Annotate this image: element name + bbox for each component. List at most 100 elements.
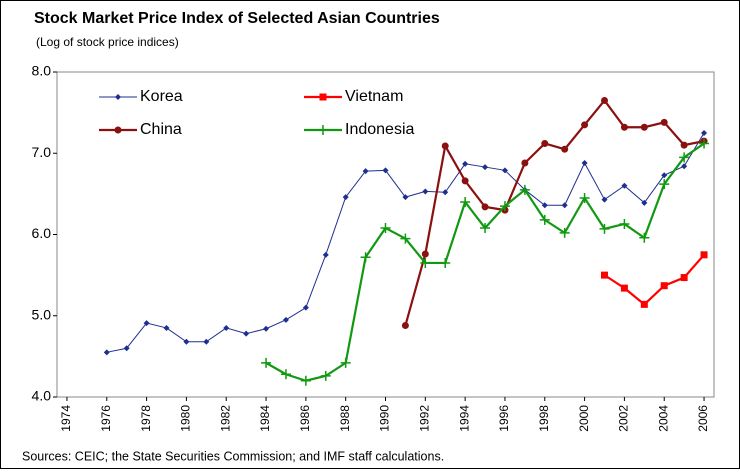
x-tick-label: 2000 — [577, 405, 591, 432]
marker — [382, 167, 389, 174]
x-tick-label: 2002 — [617, 405, 631, 432]
marker — [699, 138, 710, 149]
x-tick-label: 2004 — [656, 405, 670, 432]
x-tick-label: 1986 — [298, 405, 312, 432]
legend-marker — [319, 93, 327, 101]
legend-marker — [114, 126, 122, 134]
marker — [601, 196, 608, 203]
marker — [461, 177, 469, 185]
y-tick-label: 7.0 — [32, 144, 52, 160]
chart-subtitle: (Log of stock price indices) — [36, 35, 179, 49]
marker — [640, 300, 648, 308]
marker — [400, 233, 411, 244]
marker — [680, 274, 688, 282]
marker — [581, 121, 589, 129]
marker — [460, 197, 471, 207]
marker — [280, 369, 291, 380]
legend-label: Vietnam — [345, 88, 403, 105]
marker — [123, 345, 130, 352]
marker — [561, 202, 568, 209]
source-note: Sources: CEIC; the State Securities Comm… — [22, 449, 444, 463]
marker — [661, 172, 668, 179]
marker — [302, 304, 309, 311]
marker — [679, 152, 690, 163]
y-tick-label: 6.0 — [32, 225, 52, 241]
marker — [243, 330, 250, 337]
series-line — [404, 98, 705, 326]
marker — [681, 163, 688, 170]
marker — [340, 357, 351, 368]
marker — [360, 252, 371, 263]
marker — [680, 141, 688, 149]
marker — [422, 188, 429, 195]
x-tick-label: 1982 — [218, 405, 232, 432]
y-tick-label: 5.0 — [32, 306, 52, 322]
marker — [640, 123, 648, 131]
marker — [183, 338, 190, 345]
marker — [601, 271, 608, 279]
marker — [521, 159, 529, 167]
marker — [462, 160, 469, 167]
marker — [501, 167, 508, 174]
y-tick-label: 4.0 — [32, 388, 52, 404]
x-tick-label: 1978 — [139, 405, 153, 432]
marker — [320, 370, 331, 381]
marker — [639, 232, 650, 243]
marker — [440, 257, 451, 268]
x-tick-label: 1980 — [179, 405, 193, 432]
marker — [163, 324, 170, 331]
marker — [203, 338, 210, 345]
marker — [442, 189, 449, 196]
marker — [402, 194, 409, 201]
marker — [420, 257, 431, 268]
marker — [621, 182, 628, 189]
marker — [380, 223, 391, 233]
x-tick-label: 2006 — [696, 405, 710, 432]
marker — [480, 223, 491, 233]
marker — [539, 214, 550, 225]
x-tick-label: 1974 — [59, 405, 73, 432]
marker — [342, 194, 349, 201]
marker — [559, 227, 570, 238]
marker — [143, 320, 150, 327]
marker — [362, 168, 369, 175]
marker — [599, 223, 610, 234]
chart-title: Stock Market Price Index of Selected Asi… — [34, 10, 440, 27]
marker — [541, 140, 549, 147]
marker — [103, 349, 110, 356]
marker — [499, 201, 510, 212]
marker — [261, 357, 272, 368]
marker — [700, 251, 708, 259]
marker — [659, 179, 670, 190]
x-tick-label: 1990 — [378, 405, 392, 432]
marker — [620, 284, 628, 292]
y-tick-label: 8.0 — [32, 63, 52, 79]
x-tick-label: 1994 — [457, 405, 471, 432]
marker — [482, 164, 489, 171]
plot-area — [56, 71, 715, 398]
marker — [223, 324, 230, 331]
legend-marker — [115, 94, 121, 100]
x-tick-label: 1992 — [417, 405, 431, 432]
marker — [579, 192, 590, 203]
marker — [701, 129, 708, 136]
marker — [641, 199, 648, 206]
marker — [561, 145, 569, 153]
marker — [300, 375, 311, 386]
x-tick-label: 1984 — [258, 405, 272, 432]
x-tick-label: 1976 — [99, 405, 113, 432]
marker — [660, 118, 668, 126]
marker — [619, 218, 630, 229]
marker — [322, 251, 329, 258]
marker — [620, 123, 628, 131]
marker — [481, 203, 489, 211]
marker — [601, 96, 608, 104]
legend-label: China — [140, 121, 182, 138]
marker — [421, 250, 429, 258]
marker — [519, 184, 530, 195]
x-tick-label: 1998 — [537, 405, 551, 432]
legend-label: Korea — [140, 88, 183, 105]
marker — [282, 316, 289, 323]
